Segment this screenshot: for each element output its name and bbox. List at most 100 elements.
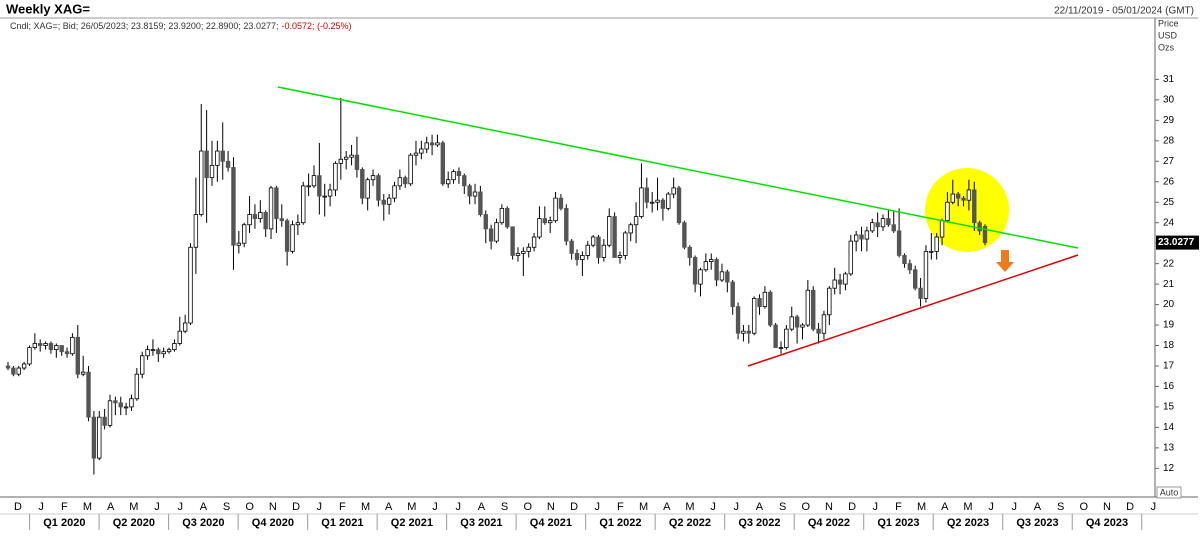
quarter-label: Q1 2020 xyxy=(43,517,85,529)
candle-body xyxy=(853,234,859,242)
candle-body xyxy=(751,298,757,334)
candle-body xyxy=(231,167,236,246)
month-label: D xyxy=(848,501,856,513)
month-label: F xyxy=(895,501,902,513)
candle-body xyxy=(880,218,886,228)
candle-body xyxy=(633,216,639,226)
candle-body xyxy=(54,345,59,351)
candle-body xyxy=(655,199,660,203)
month-label: D xyxy=(570,501,578,513)
candle-body xyxy=(70,336,75,355)
quarter-label: Q4 2021 xyxy=(530,517,572,529)
candle-body xyxy=(827,287,832,316)
candle-body xyxy=(478,191,483,215)
month-label: J xyxy=(873,501,879,513)
candle-body xyxy=(692,257,698,285)
candle-body xyxy=(773,324,778,348)
quote-values: Cndl; XAG=; Bid; 26/05/2023; 23.8159; 23… xyxy=(10,21,278,31)
candle-body xyxy=(800,324,805,328)
candle-body xyxy=(252,214,258,220)
candle-body xyxy=(429,142,435,146)
y-axis-label: Price xyxy=(1158,18,1179,28)
candle-body xyxy=(177,330,182,344)
candle-body xyxy=(75,336,80,375)
candle-body xyxy=(811,289,816,330)
auto-label[interactable]: Auto xyxy=(1160,487,1179,497)
candle-body xyxy=(601,244,607,258)
candle-body xyxy=(982,226,988,244)
candle-body xyxy=(381,199,386,205)
month-label: A xyxy=(941,501,949,513)
y-tick-label: 30 xyxy=(1163,95,1175,106)
candle-body xyxy=(241,224,247,244)
month-label: F xyxy=(61,501,68,513)
candle-body xyxy=(789,316,794,330)
candle-body xyxy=(907,263,913,271)
month-label: S xyxy=(1057,501,1064,513)
y-tick-label: 22 xyxy=(1163,258,1175,269)
candle-body xyxy=(735,306,741,334)
quarter-label: Q4 2020 xyxy=(252,517,294,529)
candle-body xyxy=(236,242,242,246)
candle-body xyxy=(188,246,193,324)
candle-body xyxy=(913,269,918,289)
month-label: J xyxy=(432,501,438,513)
candle-body xyxy=(284,220,290,252)
month-label: N xyxy=(825,501,833,513)
month-label: J xyxy=(734,501,740,513)
candle-body xyxy=(709,259,714,262)
auto-button[interactable] xyxy=(1156,486,1182,499)
candle-body xyxy=(574,253,580,260)
month-label: J xyxy=(988,501,994,513)
candle-body xyxy=(247,214,252,226)
candle-body xyxy=(886,218,891,226)
candle-body xyxy=(193,214,199,248)
candle-body xyxy=(204,150,209,179)
y-tick-label: 18 xyxy=(1163,340,1175,351)
month-label: J xyxy=(316,501,322,513)
candle-body xyxy=(725,271,730,283)
date-range: 22/11/2019 - 05/01/2024 (GMT) xyxy=(1054,6,1194,17)
candle-body xyxy=(875,222,880,228)
candle-body xyxy=(580,255,585,260)
candle-body xyxy=(510,226,515,256)
candle-body xyxy=(837,279,843,285)
candle-body xyxy=(274,187,279,220)
candle-body xyxy=(365,179,370,199)
y-tick-label: 16 xyxy=(1163,381,1175,392)
candle-body xyxy=(483,214,488,230)
candle-body xyxy=(929,250,934,253)
candle-body xyxy=(408,154,413,185)
candle-body xyxy=(317,175,322,197)
month-label: S xyxy=(223,501,230,513)
candle-body xyxy=(768,291,773,326)
candle-body xyxy=(698,269,703,285)
last-price-tag xyxy=(1156,235,1199,250)
candle-body xyxy=(531,236,537,248)
candle-body xyxy=(558,197,564,209)
candle-body xyxy=(639,187,644,217)
y-tick-label: 27 xyxy=(1163,156,1175,167)
candle-body xyxy=(424,142,429,150)
month-label: A xyxy=(200,501,208,513)
candle-body xyxy=(526,246,531,252)
candle-body xyxy=(91,416,97,459)
candle-body xyxy=(145,349,150,357)
candle-body xyxy=(596,236,601,258)
candle-body xyxy=(515,253,521,256)
candle-body xyxy=(451,171,456,181)
candle-body xyxy=(27,347,32,365)
candle-body xyxy=(848,240,853,275)
candle-body xyxy=(360,169,365,199)
candle-body xyxy=(494,222,499,242)
candle-body xyxy=(467,185,472,197)
candle-body xyxy=(923,250,929,299)
candle-body xyxy=(199,150,204,215)
candle-body xyxy=(38,343,43,346)
candle-body xyxy=(225,160,231,168)
candle-body xyxy=(870,222,875,232)
candle-body xyxy=(896,230,902,256)
month-label: F xyxy=(339,501,346,513)
candle-body xyxy=(134,373,140,400)
candle-body xyxy=(660,199,666,209)
